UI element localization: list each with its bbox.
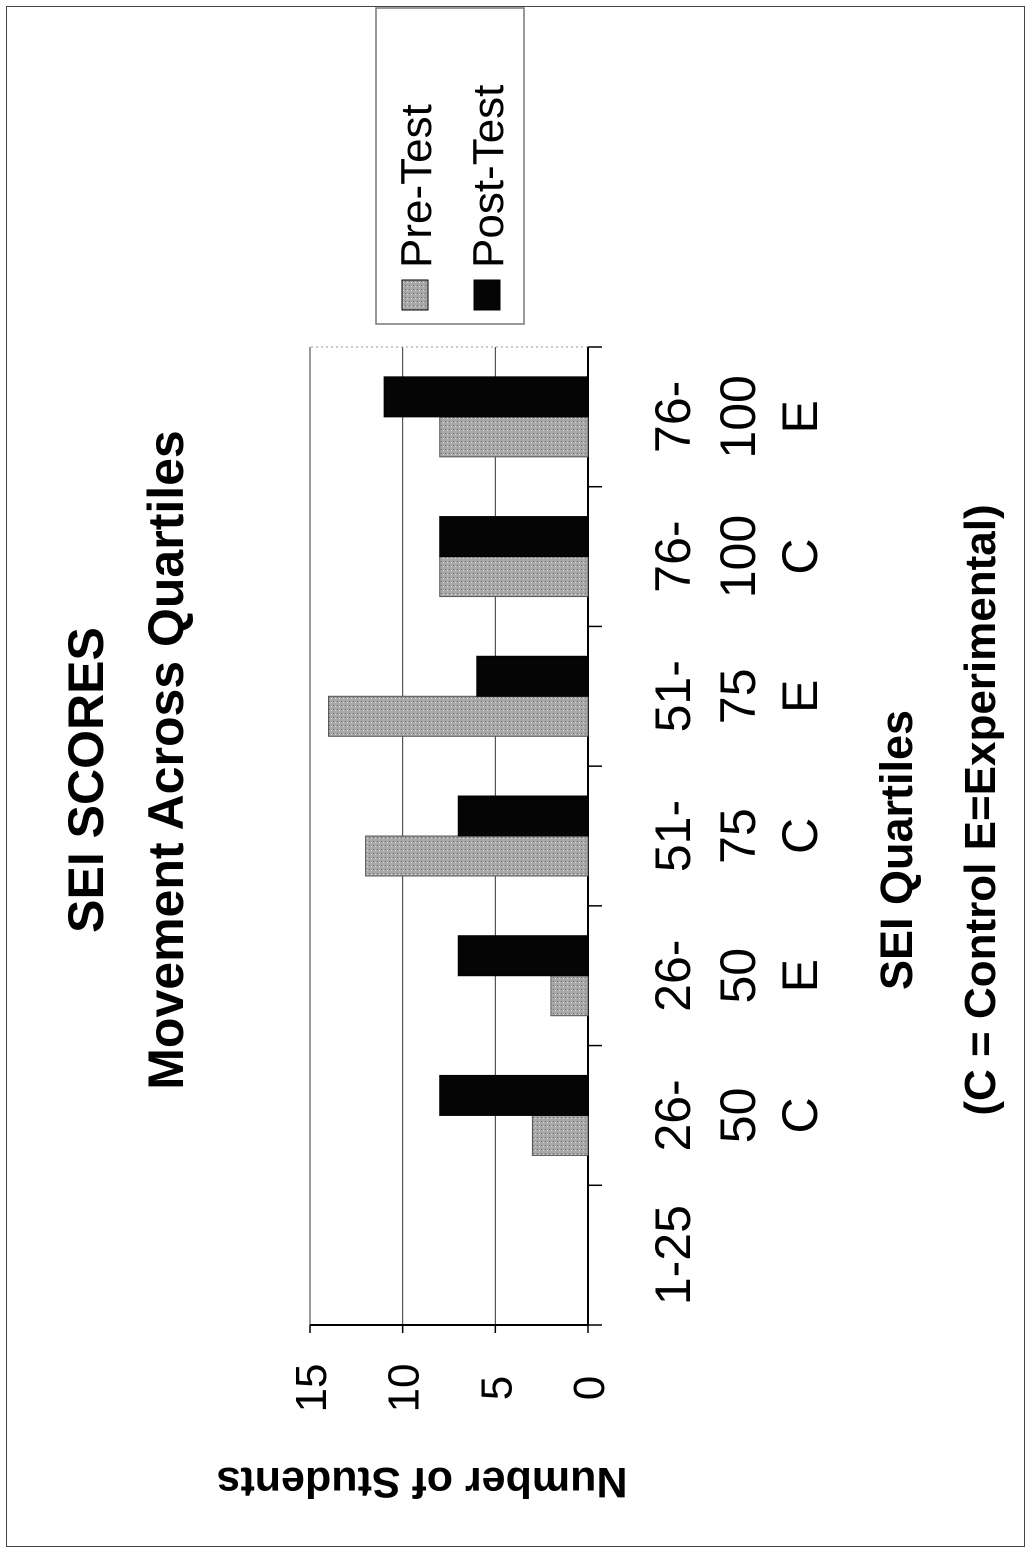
chart-title: SEI SCORES (58, 627, 114, 933)
category-label-line: 75 (710, 808, 766, 864)
category-label-1: 26- 50 C (645, 1079, 828, 1151)
category-label-line: 51- (645, 660, 701, 732)
category-label-line: E (772, 959, 828, 992)
category-label-line: 76- (645, 381, 701, 453)
category-label-line: 100 (710, 375, 766, 458)
x-axis-label: SEI Quartiles (871, 710, 922, 990)
legend-box (375, 7, 525, 325)
y-tick-label-5: 5 (472, 1376, 521, 1400)
post-test-bar-6 (383, 376, 589, 418)
category-label-line: E (772, 680, 828, 713)
y-tick-label-15: 15 (287, 1364, 336, 1413)
pre-test-legend-swatch (401, 279, 429, 311)
category-label-line: 26- (645, 940, 701, 1012)
category-label-line: 75 (710, 668, 766, 724)
post-test-legend-swatch (473, 279, 501, 311)
category-label-line: 100 (710, 515, 766, 598)
post-test-bar-2 (457, 935, 589, 977)
category-label-2: 26- 50 E (645, 940, 828, 1012)
pre-test-bar-5 (439, 556, 589, 598)
category-label-line: 50 (710, 948, 766, 1004)
y-axis-label: Number of Students (217, 1458, 628, 1506)
y-tick-label-10: 10 (380, 1364, 429, 1413)
post-test-bar-5 (439, 516, 589, 558)
category-label-4: 51- 75 E (645, 660, 828, 732)
category-label-6: 76- 100 E (645, 375, 828, 458)
category-label-line: C (772, 818, 828, 854)
post-test-bar-4 (476, 655, 589, 697)
post-test-legend-label: Post-Test (464, 85, 513, 268)
x-axis-note: (C = Control E=Experimental) (956, 504, 1005, 1115)
post-test-bar-3 (457, 795, 589, 837)
category-label-line: 51- (645, 800, 701, 872)
y-tick-label-0: 0 (565, 1376, 614, 1400)
pre-test-bar-6 (439, 416, 589, 458)
category-label-line: 1-25 (645, 1205, 701, 1305)
category-label-5: 76- 100 C (645, 515, 828, 598)
category-label-line: 76- (645, 520, 701, 592)
category-label-0: 1-25 (645, 1205, 701, 1305)
category-label-line: 26- (645, 1079, 701, 1151)
pre-test-bar-4 (328, 695, 589, 737)
category-label-line: 50 (710, 1088, 766, 1144)
category-label-3: 51- 75 C (645, 800, 828, 872)
category-label-line: C (772, 539, 828, 575)
legend: Pre-Test Post-Test (375, 7, 525, 325)
pre-test-bar-2 (550, 975, 589, 1017)
post-test-bar-1 (439, 1074, 589, 1116)
pre-test-bar-1 (531, 1114, 589, 1156)
pre-test-bar-3 (365, 835, 589, 877)
category-label-line: E (772, 400, 828, 433)
category-label-line: C (772, 1097, 828, 1133)
pre-test-legend-label: Pre-Test (392, 104, 441, 268)
chart-subtitle: Movement Across Quartiles (138, 430, 194, 1089)
